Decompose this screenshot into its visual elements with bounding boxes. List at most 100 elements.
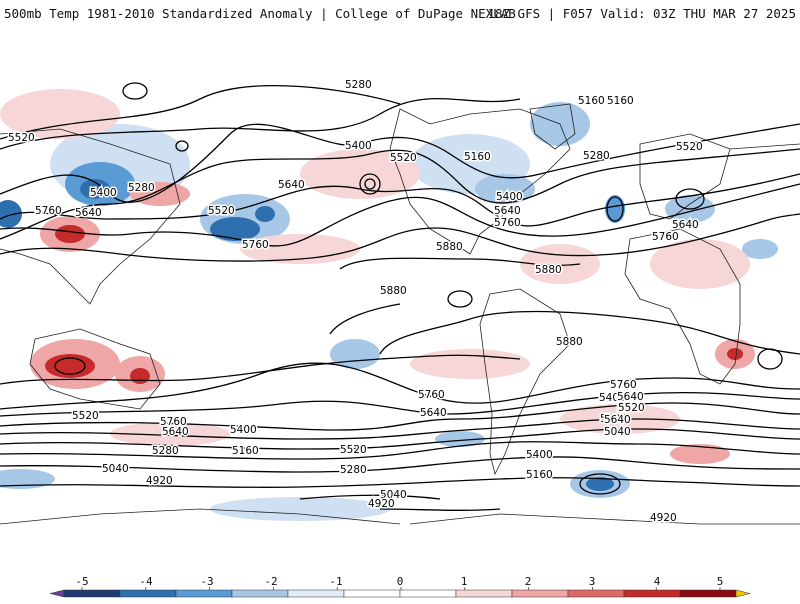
contour-label: 5640 [420, 407, 447, 419]
contour-label: 5640 [617, 391, 644, 403]
contour-label: 5640 [278, 179, 305, 191]
contour-label: 5520 [340, 444, 367, 456]
contour-label: 5400 [526, 449, 553, 461]
contour-label: 5040 [102, 463, 129, 475]
map-title: 500mb Temp 1981-2010 Standardized Anomal… [4, 6, 516, 21]
contour-label: 5040 [604, 426, 631, 438]
anomaly-warm-blob [130, 368, 150, 384]
colorbar-segment [511, 589, 569, 598]
contour-label: 5760 [610, 379, 637, 391]
anomaly-cold-blob [742, 239, 778, 259]
colorbar-svg [49, 587, 751, 598]
anomaly-cold-blob [435, 431, 485, 447]
contour-label: 5520 [208, 205, 235, 217]
contour-label: 5400 [496, 191, 523, 203]
contour-label: 5760 [242, 239, 269, 251]
contour-label: 5640 [604, 414, 631, 426]
colorbar-segment [231, 589, 289, 598]
contour-label: 4920 [368, 498, 395, 510]
colorbar-tick-label: 5 [716, 575, 724, 588]
contour-label: 5760 [652, 231, 679, 243]
contour-labels: 5280 5160 5160 5520 5400 5280 5760 5640 … [7, 78, 705, 526]
anomaly-warm-blob [727, 348, 743, 360]
contour-label: 5880 [436, 241, 463, 253]
contour-label: 5520 [8, 132, 35, 144]
contour-label: 5280 [340, 464, 367, 476]
colorbar-segment [567, 589, 625, 598]
contour-label: 5280 [583, 150, 610, 162]
contour-label: 5280 [345, 79, 372, 91]
model-run-info: 18Z GFS | F057 Valid: 03Z THU MAR 27 202… [487, 6, 796, 21]
anomaly-warm-blob [410, 349, 530, 379]
colorbar-tick-label: -4 [139, 575, 153, 588]
colorbar-segment [175, 589, 233, 598]
colorbar-tick-label: 1 [460, 575, 468, 588]
anomaly-cold-blob [0, 200, 22, 228]
anomaly-warm-blob [55, 225, 85, 243]
colorbar-segment [455, 589, 513, 598]
colorbar-tick-label: 4 [653, 575, 661, 588]
contour-label: 5400 [345, 140, 372, 152]
map-svg: 5280 5160 5160 5520 5400 5280 5760 5640 … [0, 78, 800, 526]
anomaly-warm-blob [520, 244, 600, 284]
contour-label: 5160 [464, 151, 491, 163]
contour-label: 5400 [230, 424, 257, 436]
colorbar-extend-low [49, 589, 65, 598]
colorbar-segment [399, 589, 457, 598]
anomaly-shading [0, 89, 778, 521]
anomaly-cold-blob [586, 477, 614, 491]
anomaly-cold-blob [80, 179, 110, 199]
colorbar-tick-label: -2 [264, 575, 278, 588]
contour-label: 5880 [380, 285, 407, 297]
header: 500mb Temp 1981-2010 Standardized Anomal… [0, 0, 800, 26]
height-contours [0, 82, 800, 511]
colorbar-segment [343, 589, 401, 598]
anomaly-cold-blob [255, 206, 275, 222]
anomaly-cold-blob [0, 469, 55, 489]
contour-label: 5640 [162, 426, 189, 438]
anomaly-cold-blob [605, 195, 625, 223]
anomaly-warm-blob [110, 422, 230, 446]
contour-label: 5880 [556, 336, 583, 348]
contour-label: 5280 [600, 413, 627, 425]
anomaly-cold-blob [210, 217, 260, 241]
colorbar-tick-label: 3 [588, 575, 596, 588]
colorbar-tick-label: -1 [329, 575, 343, 588]
contour-label: 5520 [390, 152, 417, 164]
contour-label: 5400 [599, 392, 626, 404]
contour-label: 5280 [152, 445, 179, 457]
anomaly-warm-blob [0, 89, 120, 139]
contour-label: 5520 [618, 402, 645, 414]
contour-label: 5520 [617, 402, 644, 414]
colorbar-tick-label: 2 [524, 575, 532, 588]
colorbar-segments [49, 589, 751, 598]
contour-label: 5640 [672, 219, 699, 231]
contour-label: 5040 [380, 489, 407, 501]
contour-label: 4920 [650, 512, 677, 524]
colorbar-segment [287, 589, 345, 598]
anomaly-cold-blob [210, 497, 390, 521]
contour-label: 5520 [72, 410, 99, 422]
contour-label: 5760 [494, 217, 521, 229]
anomaly-warm-blob [670, 444, 730, 464]
colorbar-segment [679, 589, 737, 598]
anomaly-warm-blob [240, 234, 360, 264]
colorbar-segment [119, 589, 177, 598]
colorbar-tick-label: -3 [200, 575, 214, 588]
contour-label: 5400 [90, 187, 117, 199]
coastlines [0, 103, 800, 525]
contour-label: 5160 [607, 95, 634, 107]
contour-label: 5640 [75, 207, 102, 219]
contour-label: 5160 [578, 95, 605, 107]
contour-label: 5760 [35, 205, 62, 217]
colorbar-tick-label: 0 [396, 575, 404, 588]
contour-label: 5280 [128, 182, 155, 194]
colorbar-ticks [81, 587, 721, 590]
contour-label: 5640 [494, 205, 521, 217]
anomaly-map: 5280 5160 5160 5520 5400 5280 5760 5640 … [0, 54, 800, 527]
anomaly-warm-blob [650, 239, 750, 289]
contour-label: 5760 [160, 416, 187, 428]
contour-label: 4920 [146, 475, 173, 487]
anomaly-warm-blob [45, 354, 95, 378]
colorbar-segment [623, 589, 681, 598]
